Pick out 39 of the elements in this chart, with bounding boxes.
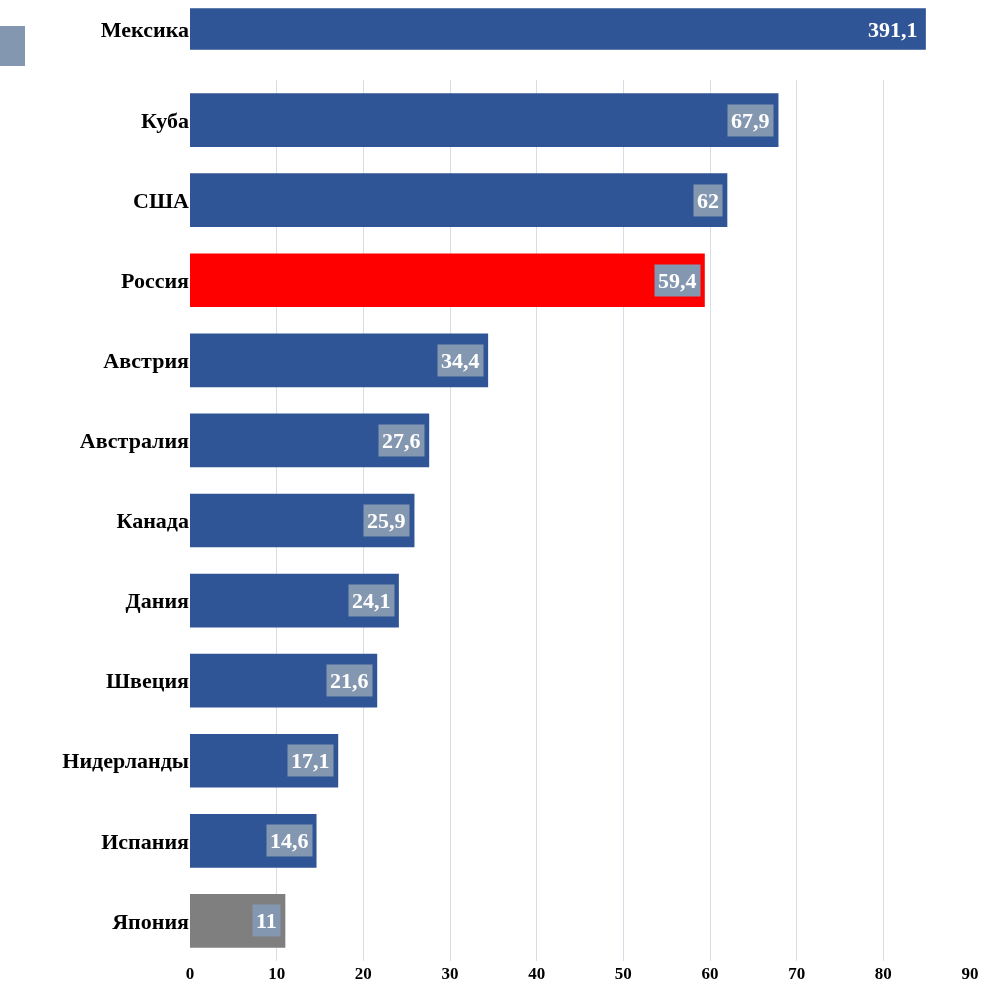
x-tick-label: 70 <box>788 964 806 983</box>
data-label: 391,1 <box>868 17 918 42</box>
data-label: 34,4 <box>441 348 480 373</box>
y-tick-label: Испания <box>101 828 190 854</box>
bar <box>190 333 489 388</box>
x-tick-label: 90 <box>961 964 979 983</box>
data-label: 11 <box>256 908 277 933</box>
data-label: 67,9 <box>731 108 770 133</box>
y-tick-label: Нидерланды <box>62 748 189 774</box>
y-tick-label: Япония <box>112 908 190 934</box>
y-tick-label: Мексика <box>100 16 189 42</box>
data-label: 62 <box>697 188 719 213</box>
x-tick-label: 80 <box>874 964 892 983</box>
y-tick-label: Россия <box>121 267 190 293</box>
y-tick-label: Швеция <box>105 668 190 694</box>
data-label: 24,1 <box>352 588 391 613</box>
data-label: 14,6 <box>270 828 309 853</box>
x-tick-label: 0 <box>185 964 195 983</box>
y-tick-label: Дания <box>125 588 190 614</box>
bar <box>190 413 430 468</box>
y-tick-label: Австралия <box>79 428 190 454</box>
x-tick-label: 50 <box>614 964 632 983</box>
bar <box>190 173 728 227</box>
x-tick-label: 40 <box>528 964 546 983</box>
x-tick-label: 10 <box>268 964 286 983</box>
data-label: 17,1 <box>291 748 330 773</box>
bar <box>190 253 705 308</box>
data-label: 21,6 <box>330 668 369 693</box>
bar <box>190 93 779 147</box>
data-label: 59,4 <box>658 268 697 293</box>
y-tick-label: Канада <box>116 508 189 534</box>
y-tick-label: Австрия <box>103 348 190 374</box>
x-tick-label: 30 <box>441 964 459 983</box>
x-tick-label: 20 <box>354 964 372 983</box>
x-tick-label: 60 <box>701 964 719 983</box>
data-label: 25,9 <box>367 508 406 533</box>
y-tick-label: Куба <box>140 107 189 133</box>
data-label: 27,6 <box>382 428 421 453</box>
y-tick-label: США <box>133 187 190 213</box>
